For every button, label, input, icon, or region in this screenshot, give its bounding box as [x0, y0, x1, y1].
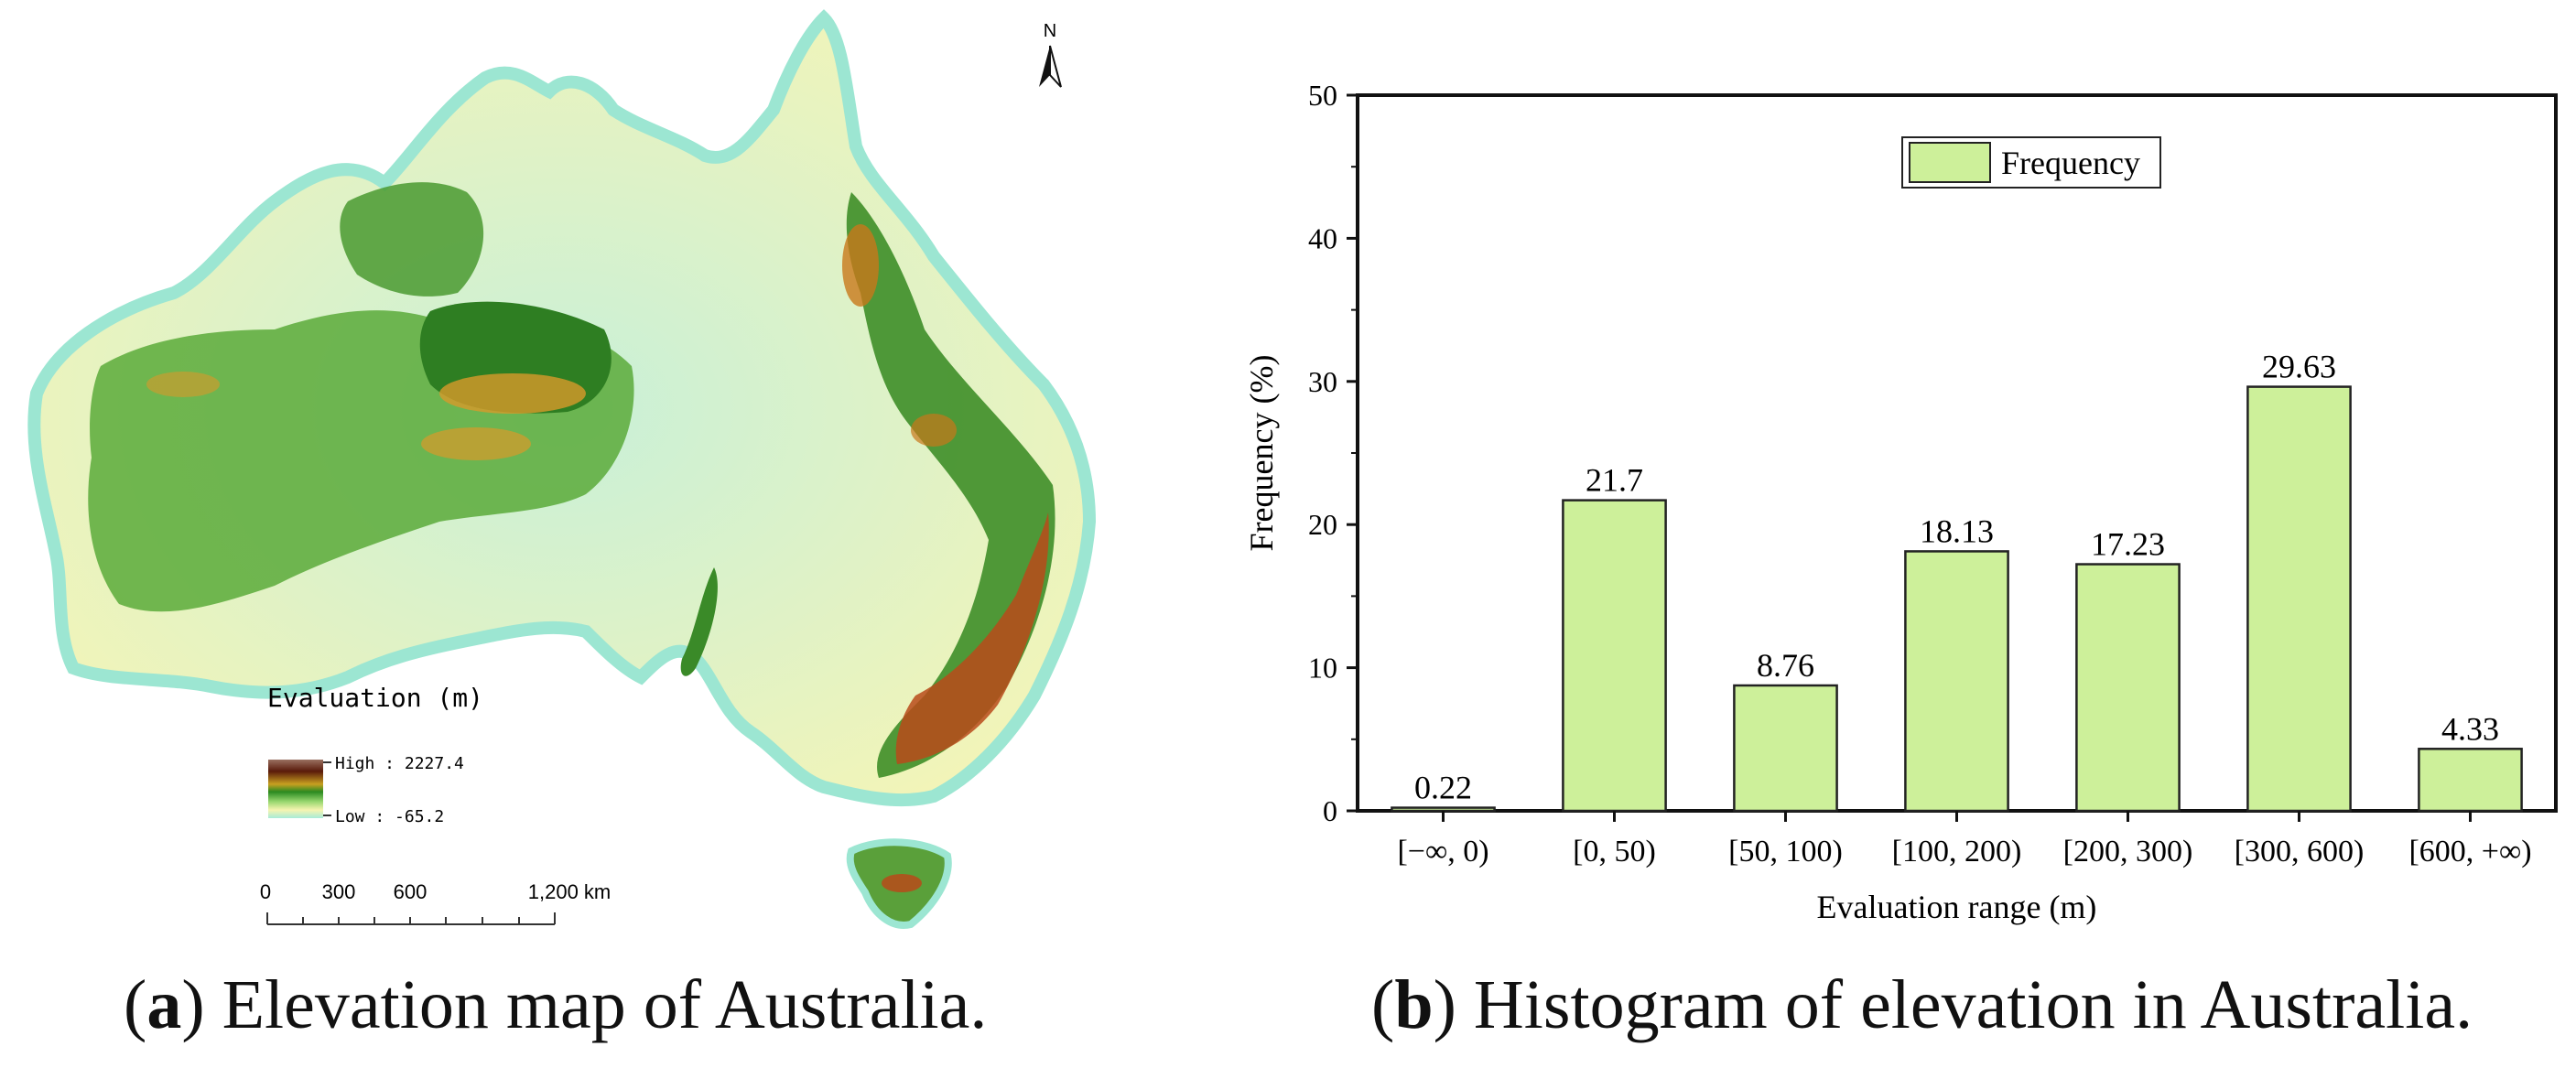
bar	[2246, 385, 2352, 813]
bar	[2418, 748, 2523, 813]
bar	[1391, 806, 1496, 813]
elevation-histogram-chart: 0 10 20 30 40 50 0.22 21.7 8.76 18.13 17.23 29.63 4…	[1243, 79, 2558, 925]
bar	[2075, 563, 2181, 813]
western-highland-orange	[146, 372, 220, 397]
pilbara-orange	[421, 427, 531, 460]
x-tick-label: [0, 50)	[1573, 835, 1656, 868]
bar-value-label: 18.13	[1920, 512, 1994, 549]
scale-label-0: 0	[260, 880, 271, 903]
north-label: N	[1044, 21, 1056, 41]
y-tick-label: 30	[1308, 365, 1337, 398]
bar-value-label: 0.22	[1414, 770, 1472, 806]
bar	[1733, 684, 1838, 813]
bar-value-label: 21.7	[1586, 462, 1643, 499]
kimberley-region	[340, 182, 484, 297]
scale-bar: 0 300 600 1,200 km	[260, 880, 612, 925]
legend-label-frequency: Frequency	[2001, 145, 2140, 181]
elevation-map-figure: N Evaluation (m) High : 2227.4 Low : -65…	[27, 9, 1097, 929]
legend-title: Evaluation (m)	[267, 683, 483, 713]
legend-high-label: High : 2227.4	[335, 754, 464, 773]
x-tick-label: [600, +∞)	[2408, 835, 2531, 868]
elevation-legend: Evaluation (m) High : 2227.4 Low : -65.2	[267, 683, 483, 826]
legend-color-ramp	[268, 760, 323, 818]
y-tick-label: 0	[1323, 794, 1337, 827]
caption-a-letter: a	[146, 966, 182, 1043]
legend-low-label: Low : -65.2	[335, 807, 444, 826]
queensland-highland-2	[911, 414, 957, 447]
central-highland-orange	[439, 373, 586, 414]
x-tick-label: [300, 600)	[2235, 835, 2365, 868]
bar	[1562, 499, 1667, 813]
x-axis-label: Evaluation range (m)	[1817, 889, 2097, 925]
elevation-map-panel: N Evaluation (m) High : 2227.4 Low : -65…	[0, 0, 1190, 988]
bar-value-label: 4.33	[2441, 710, 2499, 747]
caption-panel-a: (a) Elevation map of Australia.	[124, 966, 988, 1043]
caption-b-letter: b	[1394, 966, 1434, 1043]
chart-legend: Frequency	[1901, 136, 2161, 189]
bar-value-label: 8.76	[1757, 647, 1814, 684]
north-arrow: N	[1039, 21, 1062, 88]
scale-label-600: 600	[394, 880, 428, 903]
bar-value-label: 17.23	[2091, 526, 2165, 563]
x-tick-label: [50, 100)	[1728, 835, 1843, 868]
y-tick-label: 20	[1308, 508, 1337, 541]
x-tick-label: [−∞, 0)	[1397, 835, 1488, 868]
y-axis-label: Frequency (%)	[1243, 355, 1280, 552]
queensland-highland	[842, 224, 879, 307]
x-tick-label: [200, 300)	[2063, 835, 2193, 868]
y-tick-label: 40	[1308, 221, 1337, 254]
scale-label-300: 300	[322, 880, 356, 903]
x-tick-label: [100, 200)	[1892, 835, 2022, 868]
caption-panel-b: (b) Histogram of elevation in Australia.	[1371, 966, 2473, 1043]
caption-b-text: Histogram of elevation in Australia.	[1473, 966, 2473, 1043]
scale-label-1200: 1,200 km	[528, 880, 612, 903]
elevation-histogram-panel: 0 10 20 30 40 50 0.22 21.7 8.76 18.13 17.23 29.63 4…	[1218, 0, 2576, 988]
bar	[1904, 550, 2009, 813]
y-tick-label: 50	[1308, 79, 1337, 112]
legend-swatch	[1909, 142, 1991, 183]
tasmania-highland	[882, 874, 922, 892]
y-tick-label: 10	[1308, 652, 1337, 685]
bar-value-label: 29.63	[2262, 349, 2336, 385]
caption-a-text: Elevation map of Australia.	[222, 966, 988, 1043]
flinders-range	[680, 567, 718, 676]
southeast-highlands	[895, 512, 1049, 764]
